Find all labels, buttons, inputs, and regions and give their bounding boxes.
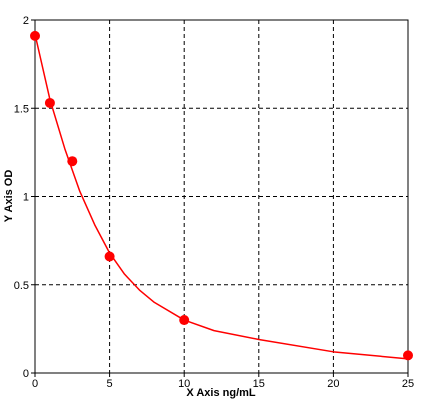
data-point [179,315,190,326]
y-tick-label: 1.5 [14,103,29,115]
y-tick-label: 0.5 [14,280,29,292]
y-tick-label: 2 [23,15,29,27]
x-tick-label: 15 [253,378,265,390]
y-tick-label: 1 [23,192,29,204]
data-point [67,156,78,167]
data-point [44,97,55,108]
x-tick-label: 5 [107,378,113,390]
x-tick-label: 0 [32,378,38,390]
y-tick-label: 0 [23,368,29,380]
x-tick-label: 10 [178,378,190,390]
data-point [30,30,40,41]
y-axis-title: Y Axis OD [3,170,15,223]
fit-curve [34,33,409,360]
plot-frame [34,19,409,374]
x-tick-label: 20 [327,378,339,390]
data-point [403,350,413,361]
x-tick-label: 25 [402,378,414,390]
x-axis-title: X Axis ng/mL [186,387,256,399]
data-point [104,251,115,262]
